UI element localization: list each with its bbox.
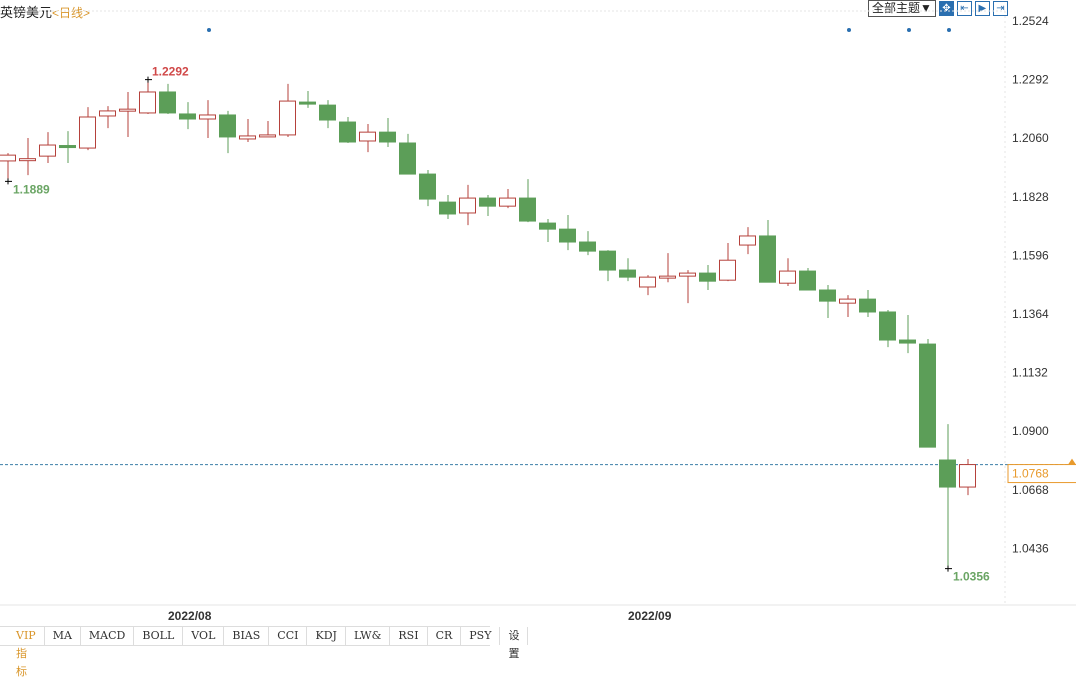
candle-body	[919, 343, 936, 448]
candle-body	[119, 108, 136, 112]
candle-body	[139, 91, 156, 114]
tab-4[interactable]: VOL	[183, 627, 225, 645]
play-icon[interactable]: ▶	[974, 1, 990, 16]
min-marker-icon	[945, 565, 952, 572]
candle-body	[479, 197, 496, 207]
candle-body	[679, 272, 696, 277]
candle-body	[779, 270, 796, 284]
candle-body	[879, 311, 896, 341]
candle-body	[859, 298, 876, 313]
tab-5[interactable]: BIAS	[224, 627, 270, 645]
candle-body	[279, 100, 296, 136]
event-marker-dot	[847, 28, 851, 32]
candle-body	[359, 131, 376, 142]
candle-body	[499, 197, 516, 207]
zoom-range-icon[interactable]: ⇤	[956, 1, 972, 16]
candle-body	[459, 197, 476, 214]
candle-body	[659, 275, 676, 279]
tab-12[interactable]: 设置	[500, 627, 529, 660]
candle-body	[379, 131, 396, 143]
tab-11[interactable]: PSY	[461, 627, 501, 645]
crosshair-icon[interactable]: ✥	[938, 1, 954, 16]
candle-body	[59, 145, 76, 149]
tab-6[interactable]: CCI	[269, 627, 308, 645]
candle-body	[79, 116, 96, 149]
chart-toolbar: 全部主题▼ ✥ ⇤ ▶ ⇥	[868, 0, 1008, 17]
candle-body	[339, 121, 356, 143]
candle-body	[399, 142, 416, 175]
jump-end-icon[interactable]: ⇥	[992, 1, 1008, 16]
y-tick-label: 1.0436	[1012, 541, 1049, 555]
candle-body	[619, 269, 636, 278]
y-tick-label: 1.0668	[1012, 483, 1049, 497]
candle-body	[839, 298, 856, 304]
max-marker-icon	[145, 76, 152, 83]
indicator-tabs: VIP指标 MA MACD BOLL VOL BIAS CCI KDJ LW& RSI CR PSY 设…	[0, 626, 529, 678]
tab-3[interactable]: BOLL	[134, 627, 184, 645]
candle-body	[259, 134, 276, 138]
candle-body	[539, 222, 556, 230]
candle-body	[739, 235, 756, 246]
candle-body	[319, 104, 336, 121]
chart-title: 英镑美元<日线>	[0, 2, 90, 21]
y-tick-label: 1.2292	[1012, 73, 1049, 87]
min-price-label: 1.1889	[13, 182, 50, 196]
x-tick-label: 2022/09	[628, 609, 672, 623]
candle-body	[759, 235, 776, 283]
candle-body	[819, 289, 836, 302]
current-price-label: 1.0768	[1012, 467, 1049, 481]
candle-body	[299, 101, 316, 105]
candle-body	[799, 270, 816, 291]
y-tick-label: 1.1596	[1012, 248, 1049, 262]
current-price-arrow-icon	[1068, 458, 1076, 465]
event-marker-dot	[207, 28, 211, 32]
candle-body	[599, 250, 616, 271]
candle-body	[519, 197, 536, 222]
tab-8[interactable]: LW&	[346, 627, 391, 645]
candle-body	[959, 464, 976, 488]
candle-body	[159, 91, 176, 114]
candle-body	[19, 158, 36, 162]
candle-body	[639, 276, 656, 288]
min-marker-icon	[5, 178, 12, 185]
tab-9[interactable]: RSI	[390, 627, 428, 645]
y-tick-label: 1.1132	[1012, 366, 1048, 380]
candlestick-chart[interactable]: 1.2524 1.2292 1.2060 1.1828 1.1596 1.1364 1.11…	[0, 0, 1076, 626]
y-tick-label: 1.2060	[1012, 131, 1049, 145]
tab-2[interactable]: MACD	[81, 627, 135, 645]
candle-body	[99, 110, 116, 117]
tab-1[interactable]: MA	[45, 627, 81, 645]
min-price-label: 1.0356	[953, 570, 990, 584]
candle-body	[179, 113, 196, 120]
y-tick-label: 1.0900	[1012, 424, 1049, 438]
period-selector[interactable]: <日线>	[52, 6, 91, 20]
event-marker-dot	[947, 28, 951, 32]
symbol-name: 英镑美元	[0, 5, 53, 20]
candle-body	[239, 135, 256, 140]
tab-10[interactable]: CR	[428, 627, 462, 645]
y-tick-label: 1.2524	[1012, 14, 1049, 28]
candle-body	[939, 459, 956, 488]
candle-body	[559, 228, 576, 243]
event-marker-dot	[907, 28, 911, 32]
x-tick-label: 2022/08	[168, 609, 212, 623]
candle-body	[219, 114, 236, 138]
current-price-box	[1007, 464, 1076, 484]
candle-body	[199, 114, 216, 120]
candle-body	[39, 144, 56, 157]
candle-body	[439, 201, 456, 215]
max-price-label: 1.2292	[152, 65, 189, 79]
tab-7[interactable]: KDJ	[307, 627, 346, 645]
tab-0[interactable]: VIP指标	[0, 627, 45, 678]
candle-body	[579, 241, 596, 252]
candle-body	[699, 272, 716, 282]
y-tick-label: 1.1364	[1012, 307, 1049, 321]
y-tick-label: 1.1828	[1012, 190, 1049, 204]
candle-body	[899, 339, 916, 344]
candle-body	[719, 259, 736, 281]
candle-body	[419, 173, 436, 200]
candle-body	[0, 154, 16, 162]
